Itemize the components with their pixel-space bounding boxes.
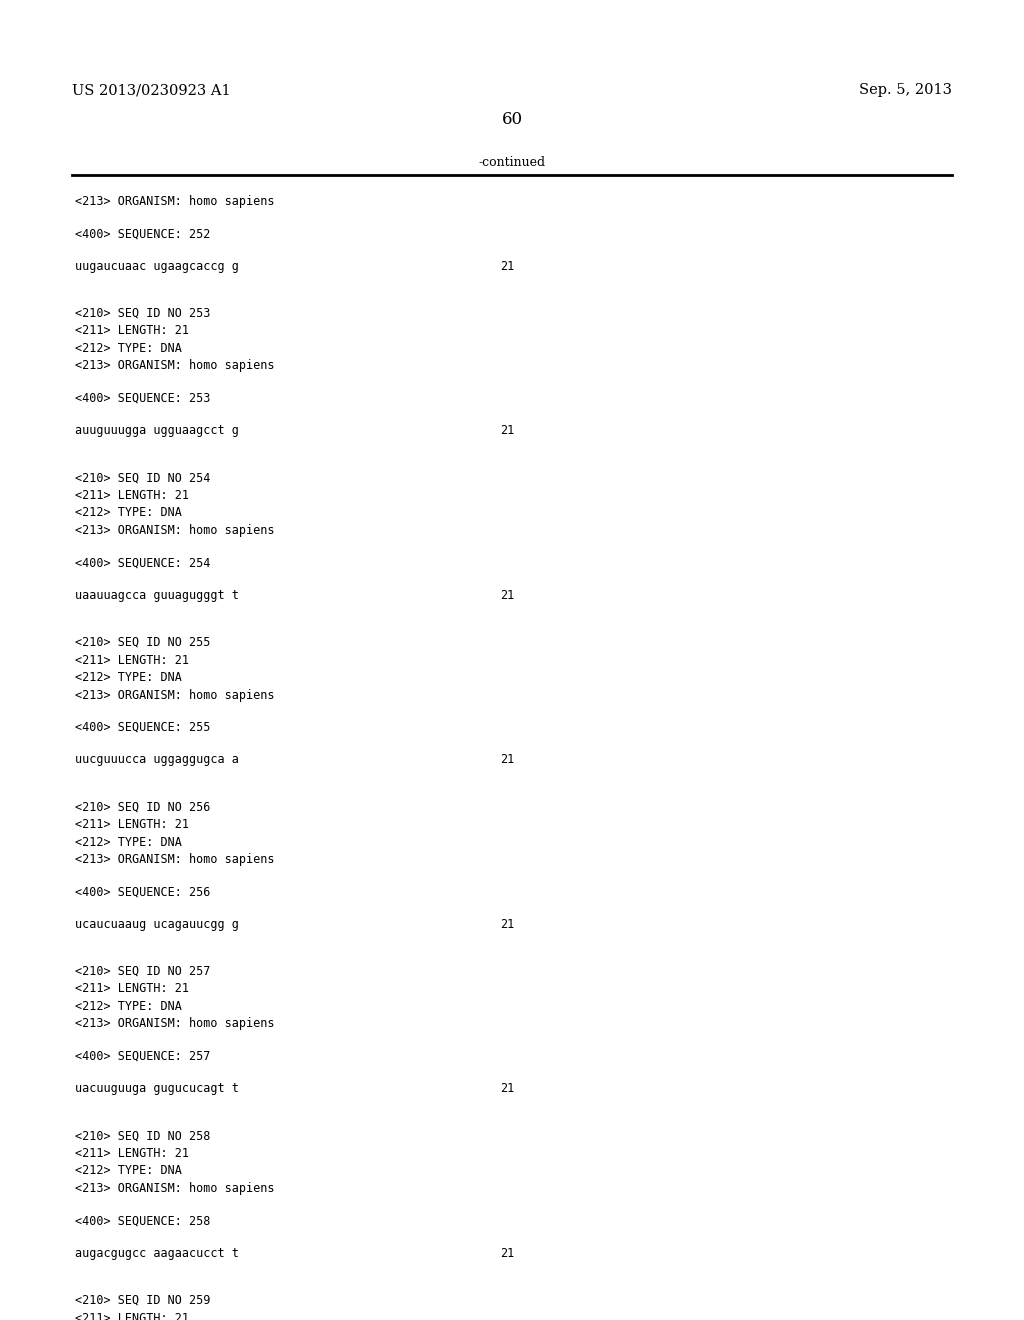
Text: <212> TYPE: DNA: <212> TYPE: DNA (75, 342, 182, 355)
Text: <400> SEQUENCE: 256: <400> SEQUENCE: 256 (75, 886, 210, 899)
Text: <213> ORGANISM: homo sapiens: <213> ORGANISM: homo sapiens (75, 853, 274, 866)
Text: <211> LENGTH: 21: <211> LENGTH: 21 (75, 653, 189, 667)
Text: uacuuguuga gugucucagt t: uacuuguuga gugucucagt t (75, 1082, 239, 1096)
Text: US 2013/0230923 A1: US 2013/0230923 A1 (72, 83, 230, 96)
Text: uucguuucca uggaggugca a: uucguuucca uggaggugca a (75, 754, 239, 766)
Text: <400> SEQUENCE: 257: <400> SEQUENCE: 257 (75, 1049, 210, 1063)
Text: <400> SEQUENCE: 255: <400> SEQUENCE: 255 (75, 721, 210, 734)
Text: 21: 21 (500, 589, 514, 602)
Text: <212> TYPE: DNA: <212> TYPE: DNA (75, 507, 182, 520)
Text: <212> TYPE: DNA: <212> TYPE: DNA (75, 671, 182, 684)
Text: <210> SEQ ID NO 258: <210> SEQ ID NO 258 (75, 1130, 210, 1143)
Text: <212> TYPE: DNA: <212> TYPE: DNA (75, 836, 182, 849)
Text: <400> SEQUENCE: 258: <400> SEQUENCE: 258 (75, 1214, 210, 1228)
Text: <211> LENGTH: 21: <211> LENGTH: 21 (75, 1312, 189, 1320)
Text: <400> SEQUENCE: 254: <400> SEQUENCE: 254 (75, 556, 210, 569)
Text: <210> SEQ ID NO 257: <210> SEQ ID NO 257 (75, 965, 210, 978)
Text: uaauuagcca guuagugggt t: uaauuagcca guuagugggt t (75, 589, 239, 602)
Text: -continued: -continued (478, 157, 546, 169)
Text: <213> ORGANISM: homo sapiens: <213> ORGANISM: homo sapiens (75, 359, 274, 372)
Text: <213> ORGANISM: homo sapiens: <213> ORGANISM: homo sapiens (75, 1181, 274, 1195)
Text: <211> LENGTH: 21: <211> LENGTH: 21 (75, 488, 189, 502)
Text: 21: 21 (500, 754, 514, 766)
Text: <212> TYPE: DNA: <212> TYPE: DNA (75, 1001, 182, 1012)
Text: <210> SEQ ID NO 253: <210> SEQ ID NO 253 (75, 308, 210, 319)
Text: <211> LENGTH: 21: <211> LENGTH: 21 (75, 818, 189, 832)
Text: Sep. 5, 2013: Sep. 5, 2013 (859, 83, 952, 96)
Text: ucaucuaaug ucagauucgg g: ucaucuaaug ucagauucgg g (75, 917, 239, 931)
Text: <213> ORGANISM: homo sapiens: <213> ORGANISM: homo sapiens (75, 524, 274, 537)
Text: 60: 60 (502, 111, 522, 128)
Text: <211> LENGTH: 21: <211> LENGTH: 21 (75, 982, 189, 995)
Text: <400> SEQUENCE: 253: <400> SEQUENCE: 253 (75, 392, 210, 405)
Text: <213> ORGANISM: homo sapiens: <213> ORGANISM: homo sapiens (75, 1018, 274, 1031)
Text: <212> TYPE: DNA: <212> TYPE: DNA (75, 1164, 182, 1177)
Text: <213> ORGANISM: homo sapiens: <213> ORGANISM: homo sapiens (75, 689, 274, 701)
Text: <210> SEQ ID NO 255: <210> SEQ ID NO 255 (75, 636, 210, 649)
Text: <210> SEQ ID NO 259: <210> SEQ ID NO 259 (75, 1294, 210, 1307)
Text: auuguuugga ugguaagcct g: auuguuugga ugguaagcct g (75, 424, 239, 437)
Text: 21: 21 (500, 1082, 514, 1096)
Text: <211> LENGTH: 21: <211> LENGTH: 21 (75, 325, 189, 338)
Text: <213> ORGANISM: homo sapiens: <213> ORGANISM: homo sapiens (75, 195, 274, 209)
Text: 21: 21 (500, 917, 514, 931)
Text: uugaucuaac ugaagcaccg g: uugaucuaac ugaagcaccg g (75, 260, 239, 273)
Text: <210> SEQ ID NO 256: <210> SEQ ID NO 256 (75, 800, 210, 813)
Text: <210> SEQ ID NO 254: <210> SEQ ID NO 254 (75, 471, 210, 484)
Text: augacgugcc aagaacucct t: augacgugcc aagaacucct t (75, 1247, 239, 1259)
Text: <211> LENGTH: 21: <211> LENGTH: 21 (75, 1147, 189, 1160)
Text: <400> SEQUENCE: 252: <400> SEQUENCE: 252 (75, 227, 210, 240)
Text: 21: 21 (500, 424, 514, 437)
Text: 21: 21 (500, 1247, 514, 1259)
Text: 21: 21 (500, 260, 514, 273)
